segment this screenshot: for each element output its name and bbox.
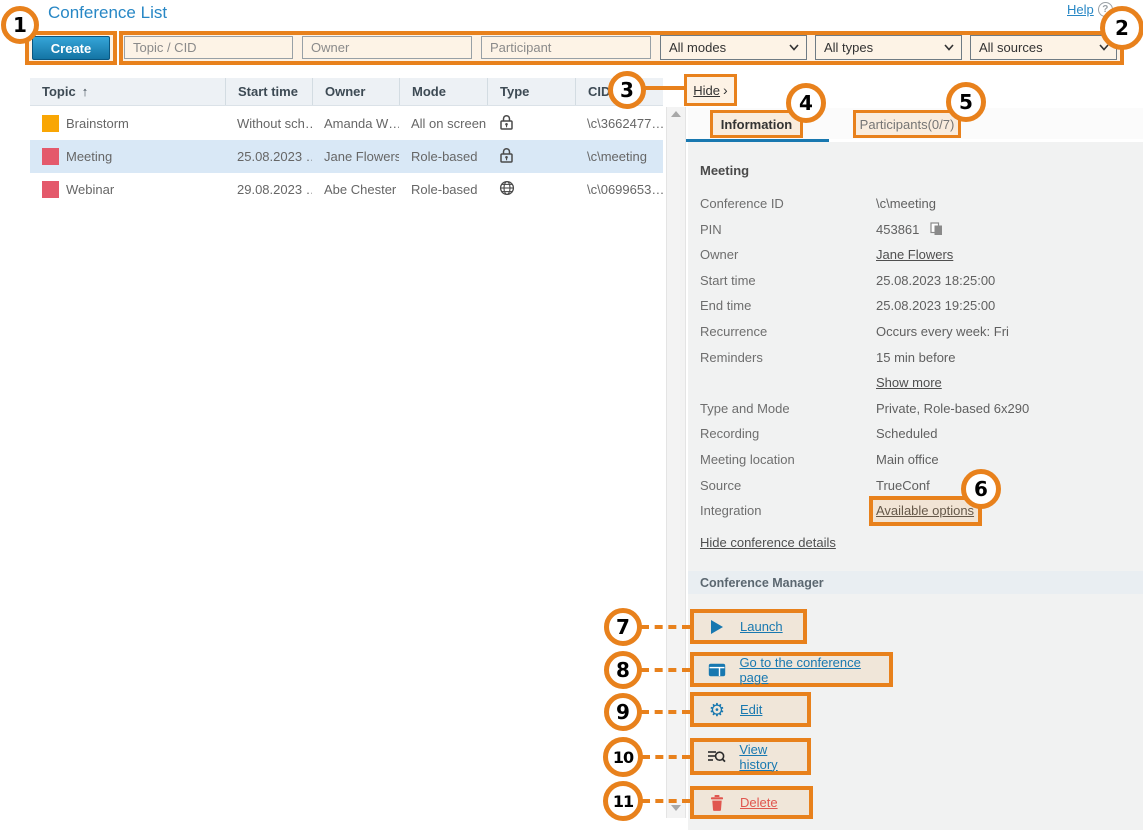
edit-button[interactable]: ⚙ Edit bbox=[690, 692, 811, 727]
scroll-down-icon[interactable] bbox=[671, 805, 681, 811]
participant-filter-input[interactable] bbox=[481, 36, 651, 59]
conference-color-square bbox=[42, 148, 59, 165]
column-header-start-time[interactable]: Start time bbox=[225, 78, 312, 105]
conference-manager-header: Conference Manager bbox=[688, 571, 1143, 594]
callout-8: 8 bbox=[604, 651, 642, 689]
show-more-link[interactable]: Show more bbox=[876, 375, 942, 391]
detail-row: Source TrueConf bbox=[700, 477, 930, 493]
column-header-owner[interactable]: Owner bbox=[312, 78, 399, 105]
callout-11: 11 bbox=[603, 781, 643, 821]
callout-5: 5 bbox=[946, 82, 986, 122]
callout-connector bbox=[641, 668, 690, 672]
detail-row: Show more bbox=[700, 369, 1143, 395]
callout-3: 3 bbox=[608, 71, 646, 109]
callout-7: 7 bbox=[604, 608, 642, 646]
callout-connector bbox=[642, 755, 690, 759]
page-title: Conference List bbox=[48, 3, 168, 22]
detail-row: End time 25.08.2023 19:25:00 bbox=[700, 298, 996, 314]
callout-connector bbox=[641, 625, 690, 629]
globe-icon bbox=[499, 180, 515, 196]
callout-connector bbox=[644, 86, 684, 90]
table-header: Topic ↑ Start time Owner Mode Type CID bbox=[30, 78, 663, 106]
column-header-topic[interactable]: Topic ↑ bbox=[42, 84, 89, 99]
owner-filter-input[interactable] bbox=[302, 36, 472, 59]
sort-ascending-icon[interactable]: ↑ bbox=[81, 84, 89, 99]
detail-row: PIN 453861 bbox=[700, 216, 1143, 242]
column-header-type[interactable]: Type bbox=[487, 78, 575, 105]
launch-button[interactable]: Launch bbox=[690, 609, 807, 644]
lock-icon bbox=[499, 147, 514, 163]
conference-details: Conference ID \c\meeting PIN 453861 Owne… bbox=[700, 190, 1143, 523]
lock-icon bbox=[499, 114, 514, 130]
go-to-conference-page-button[interactable]: Go to the conference page bbox=[690, 652, 893, 687]
table-row-brainstorm[interactable]: Brainstorm Without sch… Amanda W… All on… bbox=[30, 107, 663, 140]
hide-panel-link[interactable]: Hide › bbox=[684, 74, 737, 106]
column-header-mode[interactable]: Mode bbox=[399, 78, 487, 105]
active-tab-underline bbox=[686, 139, 829, 142]
callout-1: 1 bbox=[1, 6, 39, 44]
mode-filter-select[interactable]: All modes bbox=[660, 35, 807, 60]
available-options-link[interactable]: Available options bbox=[876, 503, 975, 519]
callout-6: 6 bbox=[961, 469, 1001, 509]
detail-row: Reminders 15 min before bbox=[700, 349, 956, 365]
detail-row: Integration Available options bbox=[700, 503, 975, 519]
conference-color-square bbox=[42, 115, 59, 132]
detail-row: Type and Mode Private, Role-based 6x290 bbox=[700, 400, 1030, 416]
browser-icon bbox=[707, 663, 726, 677]
create-button[interactable]: Create bbox=[32, 36, 110, 60]
source-filter-select[interactable]: All sources bbox=[970, 35, 1117, 60]
trash-icon bbox=[707, 794, 727, 811]
callout-10: 10 bbox=[603, 737, 643, 777]
copy-icon[interactable] bbox=[930, 221, 943, 239]
scroll-up-icon[interactable] bbox=[671, 111, 681, 117]
detail-row: Recurrence Occurs every week: Fri bbox=[700, 323, 1009, 339]
conference-color-square bbox=[42, 181, 59, 198]
details-panel bbox=[688, 142, 1143, 830]
gear-icon: ⚙ bbox=[708, 699, 726, 720]
detail-row: Conference ID \c\meeting bbox=[700, 196, 936, 211]
callout-connector bbox=[642, 799, 690, 803]
delete-button[interactable]: Delete bbox=[690, 786, 813, 819]
conference-name-heading: Meeting bbox=[700, 163, 750, 178]
table-scrollbar[interactable] bbox=[666, 107, 686, 818]
tabs-bar bbox=[688, 108, 1143, 139]
callout-9: 9 bbox=[604, 693, 642, 731]
detail-row: Owner Jane Flowers bbox=[700, 247, 954, 263]
table-row-webinar[interactable]: Webinar 29.08.2023 … Abe Chester Role-ba… bbox=[30, 173, 663, 206]
callout-2: 2 bbox=[1100, 6, 1143, 50]
topic-cid-filter-input[interactable] bbox=[124, 36, 293, 59]
detail-row: Start time 25.08.2023 18:25:00 bbox=[700, 272, 996, 288]
table-row-meeting[interactable]: Meeting 25.08.2023 … Jane Flowers Role-b… bbox=[30, 140, 663, 173]
tab-participants[interactable]: Participants(0/7) bbox=[853, 110, 961, 138]
view-history-button[interactable]: View history bbox=[690, 738, 811, 775]
play-icon bbox=[707, 619, 727, 634]
history-search-icon bbox=[707, 749, 726, 764]
type-filter-select[interactable]: All types bbox=[815, 35, 962, 60]
detail-row: Recording Scheduled bbox=[700, 426, 938, 442]
tab-information[interactable]: Information bbox=[710, 110, 803, 138]
owner-link[interactable]: Jane Flowers bbox=[876, 247, 954, 263]
hide-conference-details-link[interactable]: Hide conference details bbox=[700, 535, 836, 550]
chevron-right-icon: › bbox=[723, 82, 728, 98]
detail-row: Meeting location Main office bbox=[700, 451, 939, 467]
column-header-cid[interactable]: CID bbox=[575, 78, 663, 105]
callout-4: 4 bbox=[786, 83, 826, 123]
help-link[interactable]: Help bbox=[1067, 2, 1094, 17]
callout-connector bbox=[641, 710, 690, 714]
